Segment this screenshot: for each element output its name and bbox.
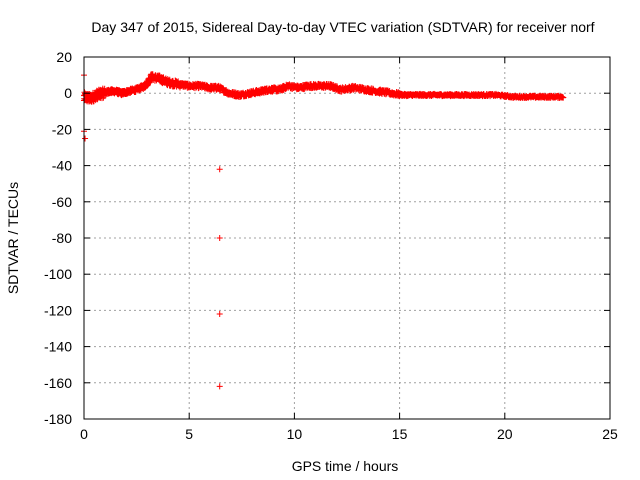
x-tick-label: 5: [185, 426, 193, 442]
data-point: [216, 166, 223, 173]
x-tick-label: 0: [80, 426, 88, 442]
y-tick-label: 0: [64, 85, 72, 101]
y-tick-label: -80: [52, 230, 72, 246]
y-tick-label: -160: [44, 375, 72, 391]
grid-layer: [84, 57, 610, 419]
data-point: [82, 135, 89, 142]
plot-frame: [83, 56, 611, 420]
x-tick-label: 25: [602, 426, 618, 442]
tick-labels: 0 5 10 15 20 25 20 0 -20 -40 -60 -80 -100 -120 -140 -16…: [44, 49, 618, 442]
data-point: [216, 311, 223, 318]
data-point: [216, 383, 223, 390]
y-tick-label: -40: [52, 158, 72, 174]
y-tick-label: -60: [52, 194, 72, 210]
data-point: [560, 94, 567, 101]
data-points: [81, 71, 567, 390]
x-tick-label: 10: [287, 426, 303, 442]
data-point: [216, 235, 223, 241]
y-tick-label: -20: [52, 121, 72, 137]
y-tick-label: 20: [56, 49, 72, 65]
y-axis-label: SDTVAR / TECUs: [5, 182, 21, 294]
chart-title: Day 347 of 2015, Sidereal Day-to-day VTE…: [91, 19, 594, 35]
axes: [83, 56, 611, 420]
y-tick-label: -100: [44, 266, 72, 282]
x-axis-label: GPS time / hours: [292, 458, 399, 474]
x-tick-label: 15: [392, 426, 408, 442]
y-tick-label: -120: [44, 302, 72, 318]
y-tick-label: -180: [44, 411, 72, 427]
y-tick-label: -140: [44, 339, 72, 355]
x-tick-label: 20: [497, 426, 513, 442]
